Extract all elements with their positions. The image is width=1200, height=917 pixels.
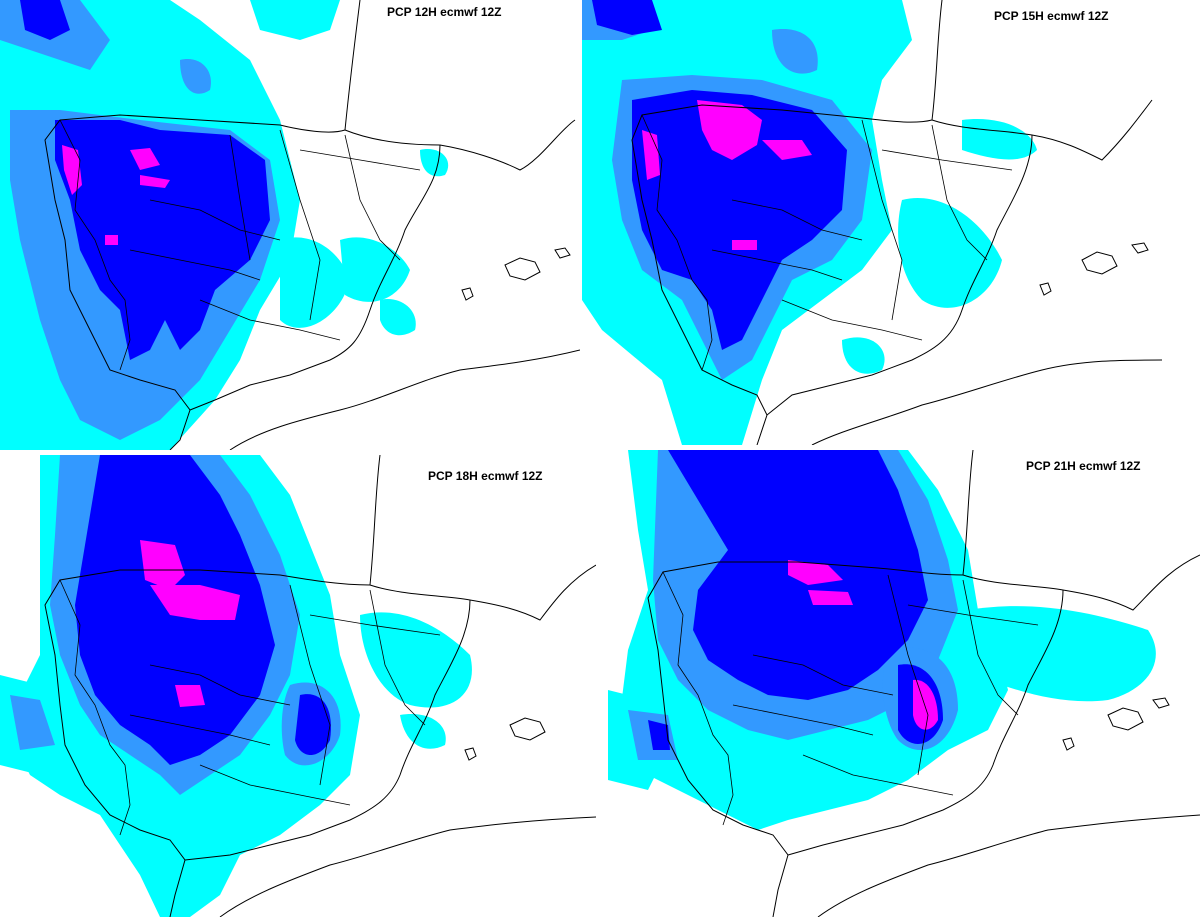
panel-title: PCP 15H ecmwf 12Z bbox=[994, 9, 1109, 23]
map-panel-21h: PCP 21H ecmwf 12Z bbox=[608, 450, 1200, 917]
precip-level-4 bbox=[62, 145, 170, 245]
map-panel-15h: PCP 15H ecmwf 12Z bbox=[582, 0, 1200, 445]
precip-level-4 bbox=[140, 540, 240, 707]
country-borders bbox=[662, 571, 1039, 826]
country-borders bbox=[641, 114, 1013, 371]
precip-map-15h bbox=[582, 0, 1163, 445]
precip-map-18h bbox=[0, 455, 596, 917]
precip-level-4 bbox=[642, 100, 812, 250]
coastline bbox=[647, 450, 1200, 917]
country-borders bbox=[59, 579, 441, 836]
precip-map-21h bbox=[608, 450, 1200, 917]
map-panel-18h: PCP 18H ecmwf 12Z bbox=[0, 455, 596, 917]
precip-level-4 bbox=[788, 560, 938, 730]
map-panel-12h: PCP 12H ecmwf 12Z bbox=[0, 0, 580, 450]
country-borders bbox=[59, 119, 421, 371]
coastline bbox=[44, 455, 596, 917]
coastline bbox=[631, 0, 1163, 445]
coastline bbox=[44, 0, 580, 450]
panel-divider bbox=[580, 0, 582, 450]
panel-title: PCP 12H ecmwf 12Z bbox=[387, 5, 502, 19]
panel-title: PCP 18H ecmwf 12Z bbox=[428, 469, 543, 483]
precip-map-12h bbox=[0, 0, 580, 450]
panel-title: PCP 21H ecmwf 12Z bbox=[1026, 459, 1141, 473]
precip-level-3 bbox=[20, 0, 270, 360]
